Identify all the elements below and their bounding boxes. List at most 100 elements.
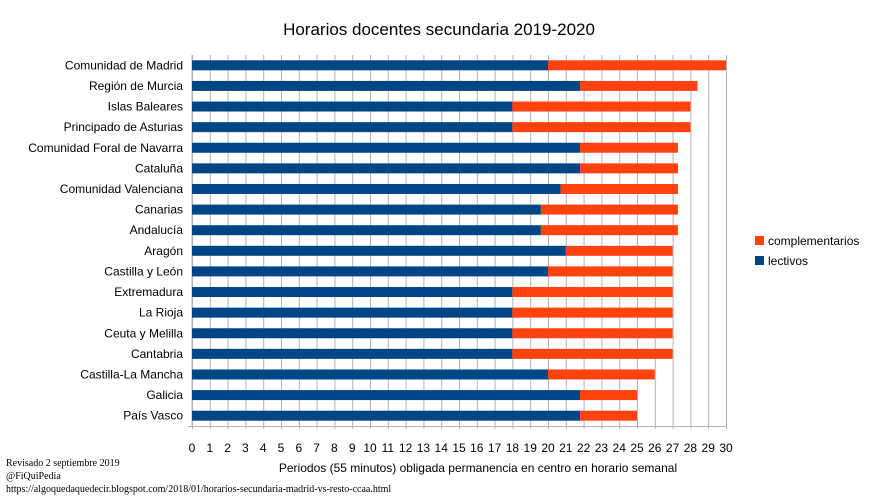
x-tick-label-5: 5 [278,441,285,455]
y-tick-label-16: Galicia [146,388,183,402]
bar-complementarios-17 [580,410,637,421]
y-tick-label-7: Canarias [135,203,183,217]
bar-complementarios-6 [560,183,678,194]
author-handle: @FiQuiPedia [6,471,61,482]
legend-label-complementarios: complementarios [768,234,859,248]
bar-lectivos-2 [192,101,513,112]
y-tick-label-2: Islas Baleares [108,100,183,114]
bar-complementarios-3 [512,122,691,133]
x-tick-label-14: 14 [435,441,449,455]
bar-lectivos-15 [192,369,548,380]
x-tick-label-23: 23 [595,441,609,455]
x-tick-label-19: 19 [524,441,538,455]
bars [192,60,726,421]
x-tick-label-28: 28 [684,441,698,455]
bar-complementarios-7 [540,204,678,215]
chart-title: Horarios docentes secundaria 2019-2020 [283,20,595,39]
x-tick-label-17: 17 [488,441,502,455]
bar-lectivos-6 [192,183,561,194]
x-tick-label-7: 7 [313,441,320,455]
y-tick-label-17: País Vasco [123,409,183,423]
x-tick-label-21: 21 [559,441,573,455]
x-tick-label-26: 26 [648,441,662,455]
x-tick-label-16: 16 [470,441,484,455]
bar-lectivos-10 [192,266,548,277]
bar-complementarios-16 [580,390,637,401]
legend-swatch-lectivos [755,256,764,265]
bar-complementarios-5 [580,163,678,174]
x-tick-label-10: 10 [363,441,377,455]
y-tick-label-9: Aragón [144,244,183,258]
bar-lectivos-13 [192,328,513,339]
x-tick-label-20: 20 [541,441,555,455]
bar-complementarios-4 [580,142,678,153]
bar-complementarios-1 [580,80,698,91]
y-tick-label-4: Comunidad Foral de Navarra [28,141,183,155]
x-tick-label-25: 25 [630,441,644,455]
x-tick-label-30: 30 [719,441,733,455]
x-tick-label-24: 24 [613,441,627,455]
bar-complementarios-13 [512,328,673,339]
bar-complementarios-2 [512,101,691,112]
y-tick-label-5: Cataluña [135,161,183,175]
x-tick-label-12: 12 [399,441,413,455]
bar-complementarios-9 [565,245,673,256]
x-tick-label-2: 2 [224,441,231,455]
legend-label-lectivos: lectivos [768,254,808,268]
y-tick-label-11: Extremadura [114,285,183,299]
x-tick-label-3: 3 [242,441,249,455]
x-tick-label-0: 0 [189,441,196,455]
x-tick-label-11: 11 [382,441,395,455]
y-tick-label-8: Andalucía [130,223,184,237]
x-tick-label-8: 8 [331,441,338,455]
source-url: https://algoquedaquedecir.blogspot.com/2… [6,484,392,495]
bar-lectivos-3 [192,122,513,133]
x-tick-label-6: 6 [295,441,302,455]
bar-complementarios-8 [540,225,678,236]
y-tick-label-0: Comunidad de Madrid [65,58,183,72]
x-tick-label-22: 22 [577,441,591,455]
bar-complementarios-10 [548,266,673,277]
bar-lectivos-9 [192,245,566,256]
bar-lectivos-17 [192,410,581,421]
legend-swatch-complementarios [755,236,764,245]
y-tick-label-10: Castilla y León [104,264,183,278]
bar-lectivos-5 [192,163,581,174]
bar-lectivos-11 [192,287,513,298]
bar-complementarios-14 [512,348,673,359]
y-tick-label-3: Principado de Asturias [64,120,183,134]
x-tick-labels: 0 1 2 3 4 5 6 7 8 9 10 11 12 13 14 15 16 17 18 19 20 21 22 23 24… [189,441,733,455]
bar-lectivos-1 [192,80,581,91]
bar-complementarios-0 [548,60,726,71]
bar-complementarios-12 [512,307,673,318]
legend: complementarios lectivos [755,234,859,268]
y-tick-labels: Comunidad de Madrid Región de Murcia Islas… [28,58,183,422]
y-tick-label-13: Ceuta y Melilla [104,326,183,340]
x-tick-label-9: 9 [349,441,356,455]
x-tick-label-27: 27 [666,441,680,455]
bar-lectivos-14 [192,348,513,359]
y-tick-label-6: Comunidad Valenciana [60,182,184,196]
bar-lectivos-12 [192,307,513,318]
x-tick-label-29: 29 [702,441,716,455]
revision-note: Revisado 2 septiembre 2019 [6,458,120,469]
bar-lectivos-7 [192,204,541,215]
x-tick-label-18: 18 [506,441,520,455]
bar-complementarios-11 [512,287,673,298]
x-axis-label: Periodos (55 minutos) obligada permanenc… [279,461,677,475]
y-tick-label-12: La Rioja [139,306,183,320]
y-tick-label-15: Castilla-La Mancha [80,367,183,381]
bar-lectivos-4 [192,142,581,153]
y-tick-label-14: Cantabria [131,347,183,361]
x-tick-label-1: 1 [206,441,213,455]
bar-lectivos-16 [192,390,581,401]
y-tick-label-1: Región de Murcia [89,79,183,93]
bar-lectivos-0 [192,60,548,71]
x-tick-label-13: 13 [417,441,431,455]
x-gridlines [188,55,727,429]
bar-lectivos-8 [192,225,541,236]
x-tick-label-4: 4 [260,441,267,455]
bar-complementarios-15 [548,369,655,380]
x-tick-label-15: 15 [452,441,466,455]
